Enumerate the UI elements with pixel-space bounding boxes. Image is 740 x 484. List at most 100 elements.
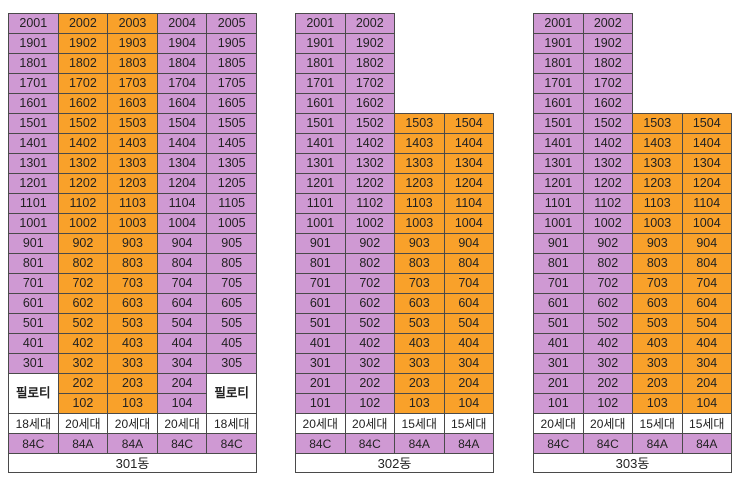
unit-cell: 1502 [582,113,633,134]
unit-cell: 204 [156,373,208,394]
unit-type: 84C [344,433,395,454]
unit-cell: 602 [344,293,395,314]
unit-cell: 1802 [582,53,633,74]
unit-cell: 1401 [8,133,59,154]
unit-cell: 1904 [156,33,208,54]
unit-cell: 403 [107,333,158,354]
unit-cell: 1201 [295,173,346,194]
unit-cell: 101 [533,393,584,414]
unit-cell: 1704 [156,73,208,94]
unit-cell: 1701 [295,73,346,94]
unit-type: 84A [394,433,445,454]
unit-cell: 1304 [156,153,208,174]
unit-cell: 1403 [394,133,445,154]
unit-cell: 1203 [107,173,158,194]
household-count: 20세대 [295,413,346,434]
unit-type: 84A [443,433,494,454]
unit-cell: 1401 [533,133,584,154]
unit-cell: 503 [632,313,683,334]
unit-cell: 1501 [295,113,346,134]
unit-cell: 503 [394,313,445,334]
household-count: 18세대 [8,413,59,434]
unit-cell: 904 [681,233,732,254]
unit-cell: 1503 [632,113,683,134]
unit-cell: 505 [206,313,257,334]
unit-cell: 902 [582,233,633,254]
unit-cell: 1605 [206,93,257,114]
unit-cell: 1104 [443,193,494,214]
unit-cell: 302 [57,353,109,374]
unit-cell: 1805 [206,53,257,74]
household-count: 20세대 [344,413,395,434]
unit-cell: 1802 [57,53,109,74]
unit-cell: 1004 [443,213,494,234]
unit-cell: 204 [443,373,494,394]
unit-cell: 501 [295,313,346,334]
unit-cell: 703 [107,273,158,294]
unit-cell: 901 [533,233,584,254]
unit-cell: 1005 [206,213,257,234]
unit-cell: 603 [394,293,445,314]
unit-cell: 101 [295,393,346,414]
unit-cell: 802 [57,253,109,274]
unit-cell: 1501 [533,113,584,134]
unit-cell: 1204 [443,173,494,194]
unit-cell: 604 [156,293,208,314]
building-name: 301동 [8,453,257,473]
unit-cell: 1104 [681,193,732,214]
household-count: 18세대 [206,413,257,434]
unit-cell: 1803 [107,53,158,74]
unit-cell: 1402 [57,133,109,154]
unit-cell: 1202 [582,173,633,194]
unit-cell: 1801 [295,53,346,74]
unit-cell: 1403 [632,133,683,154]
unit-cell: 704 [681,273,732,294]
unit-cell: 1502 [57,113,109,134]
unit-cell: 1504 [443,113,494,134]
unit-type: 84C [295,433,346,454]
unit-cell: 303 [632,353,683,374]
unit-cell: 502 [57,313,109,334]
unit-cell: 1603 [107,93,158,114]
unit-cell: 201 [533,373,584,394]
unit-cell: 1703 [107,73,158,94]
unit-type: 84C [156,433,208,454]
unit-cell: 1701 [533,73,584,94]
unit-cell: 2001 [295,13,346,34]
unit-cell: 702 [582,273,633,294]
unit-cell: 1203 [632,173,683,194]
unit-cell: 603 [632,293,683,314]
unit-cell: 1004 [156,213,208,234]
unit-cell: 1402 [344,133,395,154]
unit-cell: 401 [533,333,584,354]
unit-type: 84C [206,433,257,454]
unit-cell: 1901 [8,33,59,54]
unit-cell: 904 [156,233,208,254]
unit-cell: 903 [394,233,445,254]
unit-cell: 1302 [57,153,109,174]
unit-cell: 704 [443,273,494,294]
unit-cell: 1301 [295,153,346,174]
unit-cell: 1903 [107,33,158,54]
household-count: 15세대 [443,413,494,434]
household-count: 15세대 [394,413,445,434]
unit-cell: 304 [156,353,208,374]
unit-cell: 1804 [156,53,208,74]
unit-cell: 404 [443,333,494,354]
unit-cell: 303 [394,353,445,374]
unit-cell: 102 [582,393,633,414]
unit-type: 84C [8,433,59,454]
household-count: 15세대 [632,413,683,434]
unit-cell: 1801 [8,53,59,74]
unit-cell: 502 [344,313,395,334]
unit-cell: 701 [8,273,59,294]
unit-cell: 301 [8,353,59,374]
unit-cell: 802 [344,253,395,274]
unit-cell: 202 [57,373,109,394]
unit-cell: 904 [443,233,494,254]
unit-cell: 702 [344,273,395,294]
unit-cell: 1601 [533,93,584,114]
unit-cell: 1301 [8,153,59,174]
unit-cell: 1102 [57,193,109,214]
unit-cell: 1103 [632,193,683,214]
